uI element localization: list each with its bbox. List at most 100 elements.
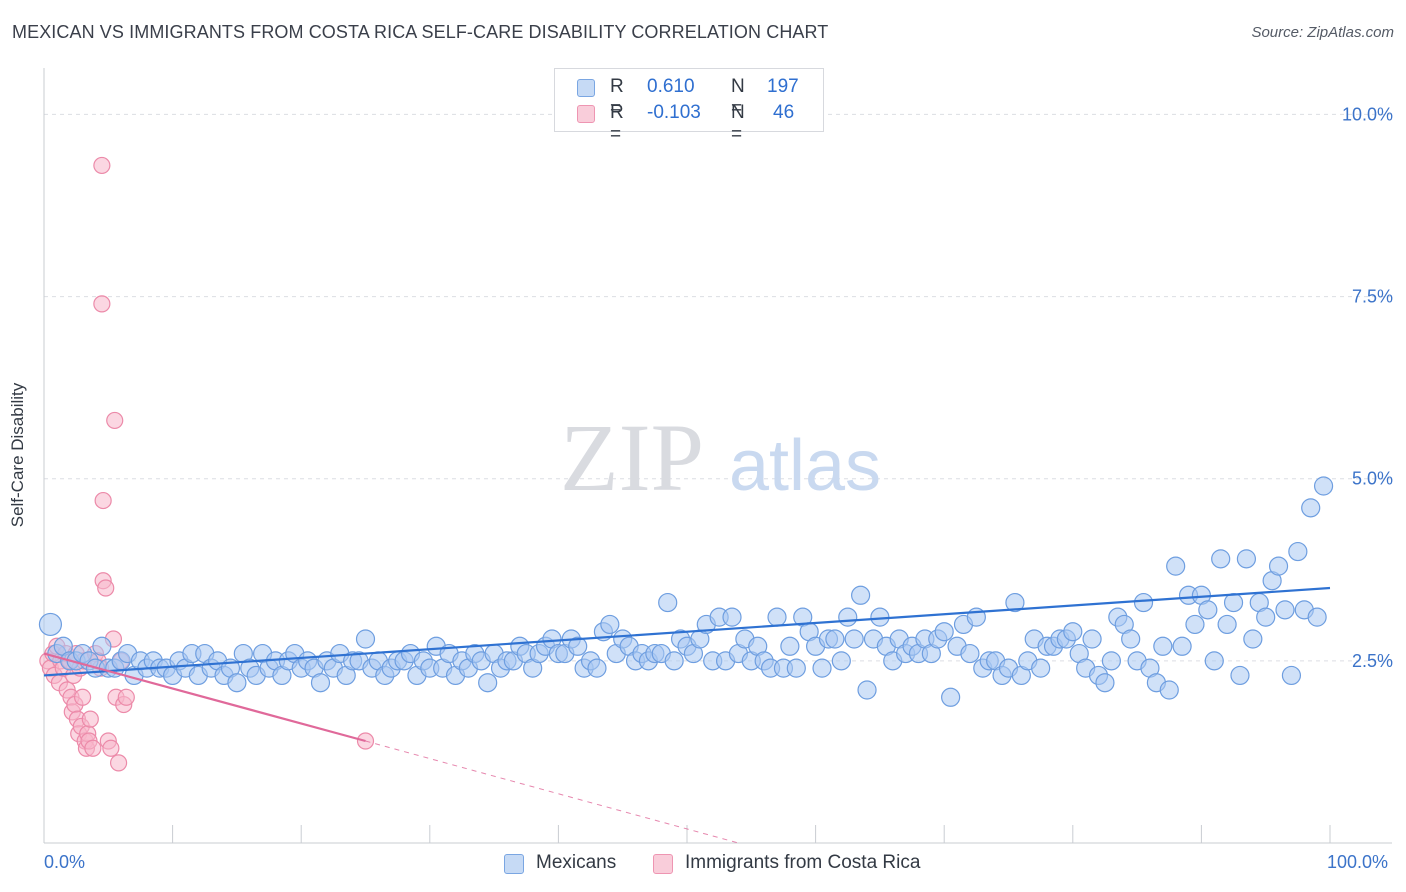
legend-r-value: -0.103 <box>647 102 701 123</box>
mexicans-point <box>310 673 331 693</box>
costa-rica-point <box>93 295 111 313</box>
mexicans-point <box>1236 549 1257 569</box>
mexicans-point <box>1230 665 1250 686</box>
legend-r-value: 0.610 <box>647 76 695 97</box>
y-tick-label: 5.0% <box>1352 469 1393 489</box>
mexicans-point <box>658 592 678 613</box>
mexicans-point <box>767 607 787 627</box>
mexicans-point <box>838 607 858 627</box>
mexicans-point <box>825 629 845 649</box>
y-tick-label: 2.5% <box>1352 651 1393 671</box>
legend-swatch-blue <box>577 79 595 97</box>
grid-layer <box>44 113 1392 662</box>
mexicans-point <box>1121 629 1141 649</box>
mexicans-point <box>1153 636 1173 656</box>
watermark-atlas: atlas <box>729 426 881 506</box>
mexicans-point <box>1211 549 1231 569</box>
mexicans-point <box>851 585 871 605</box>
costa-rica-trend-line <box>43 652 366 743</box>
bottom-legend-swatch-blue <box>504 854 524 874</box>
mexicans-point <box>722 607 742 627</box>
mexicans-point <box>1223 592 1244 613</box>
legend-n-label: N = <box>731 102 745 145</box>
mexicans-point <box>1288 541 1308 562</box>
blue-points <box>38 476 1334 707</box>
costa-rica-point <box>109 754 128 772</box>
costa-rica-point <box>97 579 115 597</box>
mexicans-point <box>1281 665 1302 686</box>
watermark-zip: ZIP <box>560 404 704 511</box>
costa-rica-trend-extension <box>365 740 739 844</box>
bottom-legend-swatch-pink <box>653 854 673 874</box>
legend-r-label: R = <box>610 76 624 119</box>
mexicans-point <box>1159 680 1179 700</box>
mexicans-point <box>587 658 607 678</box>
mexicans-point <box>1133 592 1154 613</box>
mexicans-point <box>92 636 112 656</box>
mexicans-point <box>780 636 800 656</box>
bottom-legend-label: Mexicans <box>536 852 617 873</box>
y-axis-title: Self-Care Disability <box>8 382 27 528</box>
mexicans-point <box>1217 614 1237 635</box>
mexicans-point <box>1031 658 1051 678</box>
mexicans-point <box>941 687 961 707</box>
x-axis-max-label: 100.0% <box>1327 852 1389 872</box>
costa-rica-point <box>106 411 124 430</box>
mexicans-point <box>1301 498 1321 518</box>
mexicans-point <box>568 636 588 656</box>
mexicans-point <box>1198 600 1218 620</box>
mexicans-point <box>664 651 684 671</box>
mexicans-point <box>1307 607 1327 627</box>
mexicans-point <box>1185 614 1205 635</box>
mexicans-point <box>38 612 63 637</box>
legend-r-label: R = <box>610 102 624 145</box>
mexicans-point <box>786 658 806 678</box>
mexicans-point <box>857 680 877 700</box>
mexicans-point <box>1005 592 1025 613</box>
trend-layer <box>43 586 1331 844</box>
watermark: ZIP atlas <box>560 404 881 511</box>
mexicans-point <box>831 651 851 671</box>
mexicans-point <box>600 614 620 635</box>
mexicans-point <box>1268 556 1289 576</box>
y-tick-labels: 10.0% 7.5% 5.0% 2.5% <box>1342 104 1393 670</box>
mexicans-point <box>812 658 832 678</box>
mexicans-point <box>1204 651 1224 671</box>
legend-n-label: N = <box>731 76 745 119</box>
mexicans-point <box>1063 622 1083 642</box>
chart-source: Source: ZipAtlas.com <box>1251 24 1394 41</box>
y-tick-label: 7.5% <box>1352 287 1393 307</box>
mexicans-point <box>1101 651 1121 671</box>
mexicans-point <box>1172 636 1192 656</box>
x-axis-min-label: 0.0% <box>44 852 86 872</box>
mexicans-point <box>1256 607 1276 627</box>
mexicans-point <box>478 673 498 693</box>
axis-layer <box>43 68 1392 844</box>
legend-n-value: 46 <box>773 102 795 123</box>
mexicans-trend-line <box>43 586 1331 677</box>
legend-swatch-pink <box>577 105 595 123</box>
bottom-legend-label: Immigrants from Costa Rica <box>685 852 921 873</box>
correlation-legend: R = 0.610 N = 197 R = -0.103 N = 46 <box>554 68 824 145</box>
mexicans-point <box>1313 476 1334 496</box>
mexicans-point <box>1275 600 1295 620</box>
costa-rica-point <box>117 688 135 706</box>
costa-rica-point <box>81 710 99 728</box>
mexicans-point <box>1082 629 1102 649</box>
mexicans-point <box>960 643 980 664</box>
mexicans-point <box>1166 556 1186 576</box>
costa-rica-point <box>73 688 92 706</box>
mexicans-point <box>1095 673 1115 693</box>
mexicans-point <box>934 622 954 642</box>
costa-rica-point <box>93 156 111 175</box>
legend-n-value: 197 <box>767 76 799 97</box>
mexicans-point <box>227 673 247 693</box>
costa-rica-point <box>84 739 102 757</box>
costa-rica-point <box>102 739 120 757</box>
chart-title: MEXICAN VS IMMIGRANTS FROM COSTA RICA SE… <box>12 22 829 42</box>
mexicans-point <box>844 629 864 649</box>
mexicans-point <box>1243 629 1263 649</box>
costa-rica-point <box>94 491 112 510</box>
y-tick-label: 10.0% <box>1342 104 1393 124</box>
